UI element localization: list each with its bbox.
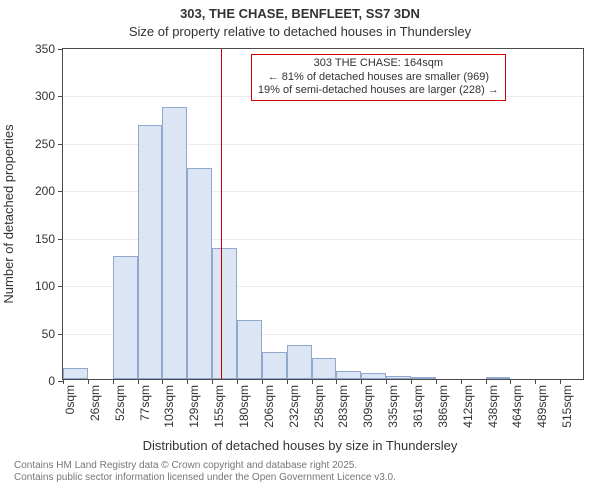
x-tick-label: 180sqm — [237, 385, 251, 428]
x-tick — [113, 379, 114, 384]
x-tick-label: 0sqm — [63, 385, 77, 414]
chart-title: 303, THE CHASE, BENFLEET, SS7 3DN — [0, 6, 600, 21]
x-tick-label: 309sqm — [361, 385, 375, 428]
footer-line: Contains HM Land Registry data © Crown c… — [14, 460, 396, 472]
x-tick — [436, 379, 437, 384]
y-tick — [58, 286, 63, 287]
histogram-bar — [336, 371, 361, 379]
x-tick — [336, 379, 337, 384]
x-tick — [361, 379, 362, 384]
y-tick-label: 0 — [48, 374, 55, 388]
marker-line — [221, 49, 222, 379]
x-tick-label: 361sqm — [411, 385, 425, 428]
footer-line: Contains public sector information licen… — [14, 472, 396, 484]
x-tick-label: 386sqm — [436, 385, 450, 428]
x-axis-label: Distribution of detached houses by size … — [0, 438, 600, 453]
chart-root: 303, THE CHASE, BENFLEET, SS7 3DN Size o… — [0, 0, 600, 500]
x-tick-label: 26sqm — [88, 385, 102, 421]
y-tick-label: 300 — [35, 89, 55, 103]
y-tick-label: 100 — [35, 279, 55, 293]
y-tick-label: 250 — [35, 137, 55, 151]
x-tick — [63, 379, 64, 384]
annotation-line: ← 81% of detached houses are smaller (96… — [258, 71, 499, 85]
x-tick — [237, 379, 238, 384]
x-tick — [287, 379, 288, 384]
y-tick — [58, 239, 63, 240]
x-tick-label: 489sqm — [535, 385, 549, 428]
x-tick — [162, 379, 163, 384]
chart-subtitle: Size of property relative to detached ho… — [0, 24, 600, 39]
histogram-bar — [138, 125, 163, 379]
histogram-bar — [63, 368, 88, 379]
x-tick-label: 232sqm — [287, 385, 301, 428]
x-tick-label: 464sqm — [510, 385, 524, 428]
histogram-bar — [162, 107, 187, 379]
x-tick — [212, 379, 213, 384]
plot-area: 0501001502002503003500sqm26sqm52sqm77sqm… — [62, 48, 584, 380]
x-tick — [187, 379, 188, 384]
x-tick-label: 77sqm — [138, 385, 152, 421]
histogram-bar — [386, 376, 411, 379]
footer-attribution: Contains HM Land Registry data © Crown c… — [14, 460, 396, 484]
x-tick-label: 155sqm — [212, 385, 226, 428]
annotation-line: 303 THE CHASE: 164sqm — [258, 57, 499, 71]
x-tick-label: 206sqm — [262, 385, 276, 428]
y-tick — [58, 334, 63, 335]
histogram-bar — [212, 248, 237, 379]
y-tick — [58, 96, 63, 97]
x-tick-label: 129sqm — [187, 385, 201, 428]
x-tick-label: 515sqm — [560, 385, 574, 428]
histogram-bar — [237, 320, 262, 379]
x-tick — [411, 379, 412, 384]
histogram-bar — [113, 256, 138, 379]
x-tick-label: 335sqm — [386, 385, 400, 428]
x-tick-label: 52sqm — [113, 385, 127, 421]
histogram-bar — [361, 373, 386, 379]
x-tick — [461, 379, 462, 384]
histogram-bar — [287, 345, 312, 379]
x-tick — [560, 379, 561, 384]
y-tick-label: 50 — [42, 327, 55, 341]
y-axis-label: Number of detached properties — [1, 124, 16, 303]
x-tick-label: 412sqm — [461, 385, 475, 428]
x-tick — [88, 379, 89, 384]
y-tick — [58, 191, 63, 192]
histogram-bar — [187, 168, 212, 379]
x-tick — [486, 379, 487, 384]
histogram-bar — [486, 377, 511, 379]
y-tick — [58, 49, 63, 50]
x-tick — [262, 379, 263, 384]
annotation-box: 303 THE CHASE: 164sqm← 81% of detached h… — [251, 54, 506, 101]
x-tick — [138, 379, 139, 384]
y-tick-label: 200 — [35, 184, 55, 198]
x-tick — [312, 379, 313, 384]
x-tick-label: 283sqm — [336, 385, 350, 428]
histogram-bar — [312, 358, 337, 379]
y-tick-label: 150 — [35, 232, 55, 246]
y-tick-label: 350 — [35, 42, 55, 56]
y-tick — [58, 144, 63, 145]
x-tick-label: 438sqm — [486, 385, 500, 428]
x-tick — [535, 379, 536, 384]
histogram-bar — [411, 377, 436, 379]
histogram-bar — [262, 352, 287, 379]
x-tick-label: 103sqm — [162, 385, 176, 428]
x-tick — [386, 379, 387, 384]
annotation-line: 19% of semi-detached houses are larger (… — [258, 84, 499, 98]
x-tick-label: 258sqm — [312, 385, 326, 428]
x-tick — [510, 379, 511, 384]
